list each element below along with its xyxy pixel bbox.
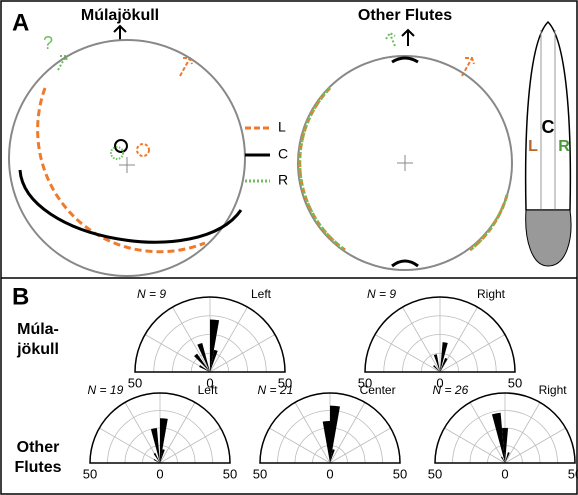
n-label: N = 9 [367,287,396,301]
l-arc [300,88,345,250]
flute-label: L [528,138,538,155]
position-label: Right [539,383,568,397]
legend-label: L [278,119,286,135]
spoke [375,335,440,373]
legend: L C R [245,119,288,188]
c-point [115,140,127,152]
frame [1,1,577,494]
scale-label: 50 [393,466,407,481]
n-label: N = 9 [137,287,166,301]
scale-label: 50 [428,466,442,481]
scale-label: 50 [253,466,267,481]
scale-label: 50 [568,466,578,481]
spoke [403,307,441,372]
net-title: Múlajökull [81,7,159,24]
arrow [114,26,126,40]
flute-sketch: L C R [526,22,571,266]
flute-label: R [558,138,570,155]
n-label: N = 19 [88,383,124,397]
l-arc [470,195,507,250]
net-title: Other Flutes [358,7,452,24]
spoke [444,428,505,463]
spoke [505,428,566,463]
spoke [269,428,330,463]
r-arc [470,195,507,250]
scale-label: 0 [501,466,508,481]
l-point [137,144,149,156]
spoke [505,402,540,463]
right-net: Other Flutes [298,7,512,270]
scale-label: 50 [128,375,142,390]
position-label: Left [251,287,272,301]
row-label: Other [17,439,60,456]
position-label: Left [198,383,219,397]
c-arc [392,261,418,266]
scale-label: 50 [83,466,97,481]
scale-label: 50 [508,375,522,390]
r-arc [300,88,345,250]
petal [440,342,448,372]
n-label: N = 26 [433,383,469,397]
flute-head [526,210,571,266]
spoke [210,335,275,373]
c-arc [20,170,241,242]
position-label: Right [477,287,506,301]
row-label: jökull [16,341,59,358]
arrow [402,30,414,46]
spoke [330,428,391,463]
legend-label: C [278,146,288,162]
l-arc [38,88,205,252]
left-net: Múlajökull ? [9,7,245,276]
scale-label: 0 [156,466,163,481]
row-label: Flutes [14,459,61,476]
panel-label: A [12,9,29,36]
c-arc [392,58,418,62]
position-label: Center [360,383,396,397]
arrow [386,33,395,46]
figure: A B Múlajökull ? L C R Other Flutes [0,0,578,495]
flute-label: C [542,117,555,137]
cross [119,157,135,173]
petal [194,354,210,372]
scale-label: 50 [223,466,237,481]
cross [397,155,413,171]
scale-label: 0 [326,466,333,481]
legend-label: R [278,172,288,188]
panel-label: B [12,283,29,310]
arrow [180,58,192,76]
spoke [160,428,221,463]
spoke [173,307,211,372]
r-point [111,147,123,159]
row-label: Múla- [17,321,59,338]
spoke [99,428,160,463]
question: ? [43,33,53,53]
n-label: N = 21 [258,383,294,397]
spoke [440,335,505,373]
